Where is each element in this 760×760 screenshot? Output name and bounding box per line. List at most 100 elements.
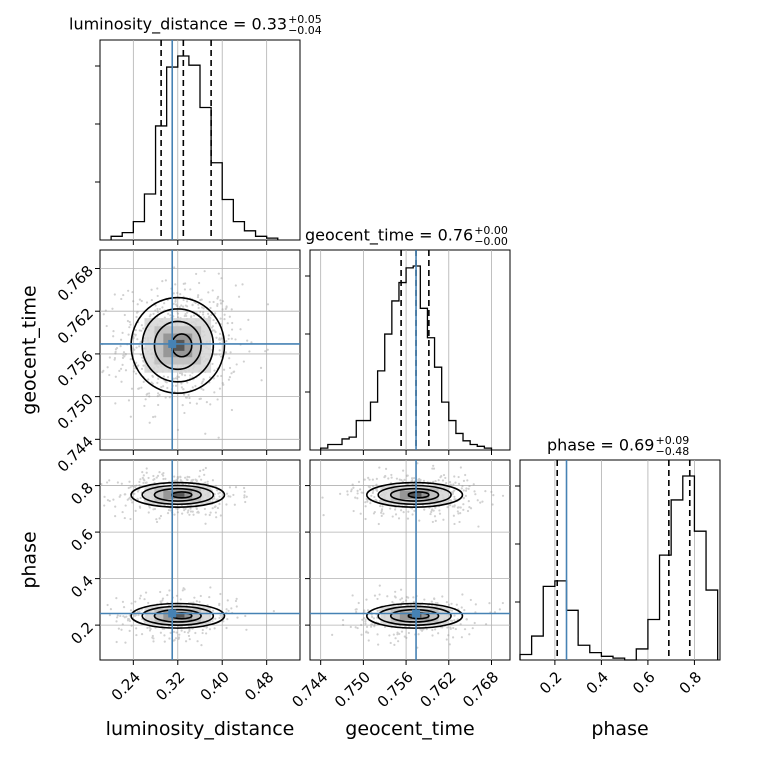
scatter-point	[124, 493, 127, 496]
scatter-point	[129, 415, 132, 418]
scatter-point	[365, 497, 368, 501]
scatter-point	[472, 483, 475, 486]
scatter-point	[124, 353, 127, 356]
scatter-point	[352, 509, 355, 513]
scatter-point	[186, 311, 189, 314]
tick-label: 0.756	[54, 347, 97, 390]
tick-label: 0.768	[459, 668, 502, 711]
scatter-point	[144, 481, 147, 484]
scatter-point	[228, 366, 232, 370]
scatter-point	[200, 644, 203, 647]
scatter-point	[134, 614, 138, 617]
scatter-point	[117, 627, 120, 630]
scatter-point	[219, 317, 222, 320]
scatter-point	[235, 605, 238, 608]
scatter-point	[448, 480, 452, 484]
scatter-point	[352, 486, 355, 489]
scatter-point	[172, 292, 175, 295]
scatter-point	[183, 509, 186, 512]
scatter-point	[465, 618, 468, 621]
scatter-point	[205, 401, 208, 404]
tick-label: 0.6	[67, 525, 97, 555]
scatter-point	[438, 512, 442, 515]
hist-bar	[189, 65, 200, 240]
scatter-point	[205, 632, 208, 635]
scatter-point	[234, 599, 238, 603]
scatter-point	[184, 507, 187, 511]
scatter-point	[133, 614, 136, 617]
scatter-point	[135, 361, 138, 364]
scatter-point	[174, 377, 177, 380]
scatter-point	[161, 473, 164, 476]
scatter-point	[105, 324, 108, 328]
contour-line	[377, 605, 452, 626]
scatter-point	[218, 602, 221, 605]
scatter-point	[442, 518, 445, 521]
scatter-point	[124, 353, 127, 356]
scatter-point	[202, 378, 205, 381]
scatter-point	[464, 494, 468, 497]
scatter-point	[182, 305, 185, 308]
scatter-point	[488, 602, 491, 605]
scatter-point	[405, 474, 408, 477]
scatter-point	[186, 478, 189, 481]
scatter-point	[365, 630, 368, 633]
scatter-point	[108, 479, 111, 482]
scatter-point	[264, 350, 267, 353]
scatter-point	[451, 505, 454, 508]
scatter-point	[174, 480, 177, 483]
scatter-point	[432, 509, 435, 512]
scatter-point	[225, 503, 228, 506]
scatter-point	[221, 308, 224, 311]
scatter-point	[176, 310, 179, 313]
scatter-point	[418, 479, 421, 482]
scatter-point	[161, 306, 164, 309]
scatter-point	[189, 374, 192, 377]
scatter-point	[175, 631, 178, 634]
scatter-point	[383, 476, 386, 479]
scatter-point	[147, 392, 151, 395]
scatter-point	[224, 351, 228, 354]
scatter-point	[182, 298, 185, 302]
scatter-point	[113, 356, 117, 360]
scatter-point	[124, 369, 128, 372]
scatter-point	[412, 596, 415, 599]
scatter-point	[354, 626, 357, 629]
scatter-point	[441, 595, 444, 598]
scatter-point	[389, 507, 392, 510]
scatter-point	[230, 308, 233, 311]
scatter-point	[436, 601, 439, 605]
scatter-point	[106, 603, 109, 607]
y-axis-label-phase: phase	[19, 531, 41, 588]
scatter-point	[457, 482, 461, 486]
scatter-point	[449, 619, 452, 622]
scatter-point	[136, 497, 139, 500]
scatter-point	[432, 464, 435, 467]
scatter-point	[183, 411, 186, 415]
scatter-point	[198, 600, 201, 603]
scatter-point	[243, 494, 246, 497]
scatter-point	[140, 324, 143, 327]
scatter-point	[187, 634, 191, 638]
scatter-point	[449, 504, 452, 507]
scatter-point	[176, 375, 179, 378]
scatter-point	[225, 306, 228, 309]
scatter-point	[215, 489, 219, 492]
scatter-point	[227, 609, 230, 612]
scatter-point	[227, 378, 231, 381]
scatter-point	[182, 587, 185, 590]
scatter-point	[177, 476, 180, 479]
scatter-point	[200, 478, 203, 481]
scatter-point	[382, 512, 385, 515]
x-axis-label-phase: phase	[591, 718, 648, 740]
tick-label: 0.768	[54, 262, 97, 305]
scatter-point	[367, 639, 370, 642]
scatter-point	[356, 489, 359, 492]
scatter-point	[122, 293, 125, 297]
contour-line	[365, 602, 464, 629]
scatter-point	[180, 629, 183, 632]
scatter-point	[473, 621, 476, 625]
scatter-point	[176, 477, 179, 480]
scatter-point	[188, 396, 191, 400]
scatter-point	[163, 302, 166, 305]
